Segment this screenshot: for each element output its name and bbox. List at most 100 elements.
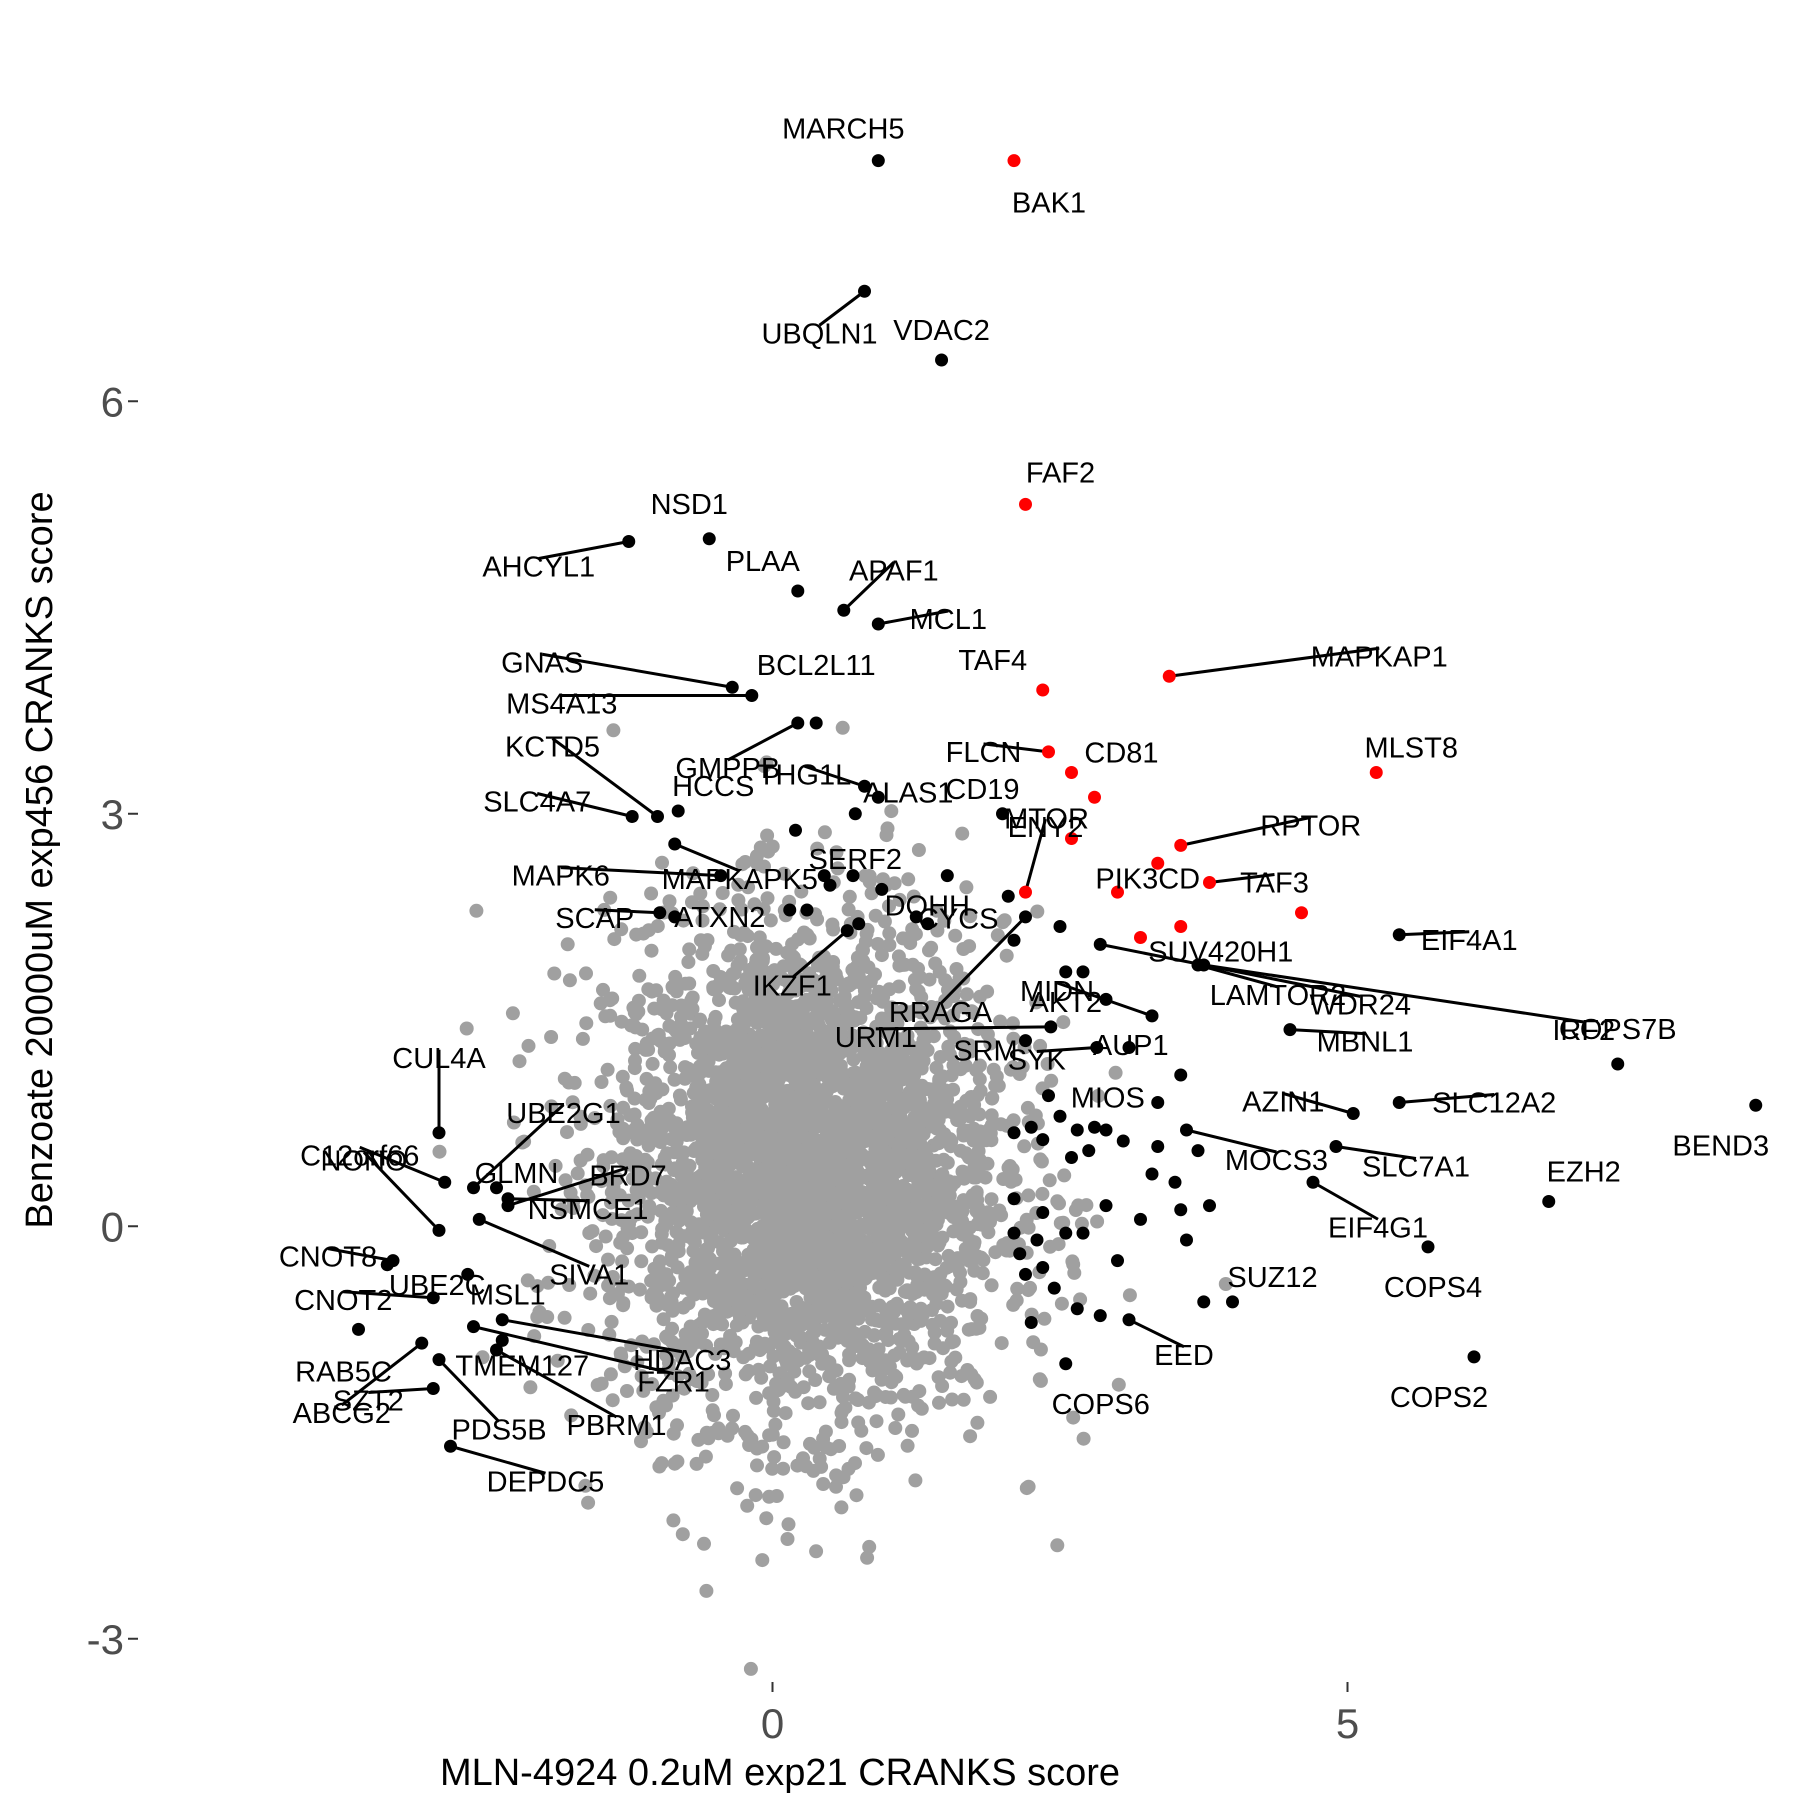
unlabeled-hit-point (1203, 1199, 1216, 1213)
background-point (946, 1008, 961, 1023)
background-point (806, 1320, 821, 1335)
background-point (786, 1356, 801, 1371)
background-point (512, 1054, 527, 1069)
background-point (985, 1091, 999, 1106)
background-point (1021, 1188, 1036, 1203)
background-point (752, 1107, 767, 1122)
background-point (773, 1169, 788, 1184)
background-point (669, 1134, 684, 1149)
background-point (829, 1479, 843, 1494)
background-point (930, 1085, 945, 1100)
background-point (846, 1052, 861, 1067)
gene-label: CNOT8 (279, 1242, 377, 1274)
background-point (959, 880, 974, 895)
background-point (632, 1282, 647, 1297)
background-point (848, 1034, 863, 1049)
gene-point (1093, 937, 1107, 951)
background-point (908, 1265, 923, 1280)
background-point (733, 1285, 748, 1300)
background-point (705, 1388, 720, 1402)
background-point (767, 1450, 782, 1465)
background-point (870, 937, 885, 951)
background-point (796, 1380, 811, 1395)
background-point (965, 1106, 980, 1121)
background-point (865, 1363, 880, 1378)
background-point (816, 1477, 831, 1491)
background-point (614, 922, 629, 937)
background-point (722, 980, 737, 995)
background-point (818, 997, 833, 1012)
leader-line (842, 561, 895, 612)
background-point (860, 1265, 875, 1280)
background-point (958, 1058, 973, 1073)
unlabeled-hit-point (800, 903, 814, 917)
unlabeled-hit-point (875, 882, 889, 896)
leader-line (939, 915, 1027, 1005)
gene-label: WDR24 (1309, 989, 1411, 1021)
background-point (832, 1439, 847, 1453)
background-point (759, 755, 774, 770)
gene-label: SUZ12 (1227, 1262, 1317, 1294)
background-point (803, 1201, 818, 1216)
background-point (862, 1029, 877, 1044)
gene-point (1306, 1175, 1320, 1189)
unlabeled-hit-point (1053, 1109, 1067, 1123)
background-point (749, 1047, 764, 1062)
leader-line (536, 792, 633, 818)
background-point (674, 1016, 689, 1031)
background-point (993, 1014, 1008, 1029)
background-point (908, 1473, 923, 1488)
background-point (573, 1109, 588, 1124)
background-point (970, 1415, 985, 1430)
background-point (931, 1370, 946, 1385)
background-point (741, 1363, 756, 1378)
background-point (849, 1488, 864, 1503)
background-point (749, 1441, 764, 1456)
background-point (699, 1583, 714, 1598)
background-point (585, 1224, 600, 1239)
background-point (882, 1359, 897, 1374)
background-point (700, 933, 715, 948)
background-point (698, 1038, 713, 1053)
background-point (784, 1247, 799, 1262)
background-point (636, 1179, 651, 1194)
background-point (758, 1187, 773, 1202)
background-point (685, 1224, 699, 1239)
leader-line (1312, 1180, 1379, 1221)
background-point (613, 1346, 628, 1361)
background-point (802, 1364, 817, 1379)
background-point (781, 1097, 796, 1112)
background-point (928, 1005, 943, 1020)
gene-label: COPS7B (1559, 1014, 1677, 1046)
background-point (984, 1278, 999, 1293)
leader-line (1399, 930, 1470, 937)
gene-point (671, 804, 685, 818)
background-point (836, 1257, 851, 1272)
background-point (859, 926, 874, 941)
background-point (907, 1110, 922, 1124)
background-point (630, 1207, 645, 1222)
gene-point (1329, 1140, 1343, 1153)
background-point (816, 1309, 831, 1324)
unlabeled-hit-point (1088, 1120, 1101, 1134)
background-point (697, 1536, 711, 1551)
background-point (475, 1350, 490, 1365)
background-point (708, 982, 723, 997)
background-point (818, 1424, 833, 1439)
leader-line (594, 908, 660, 915)
background-point (615, 1069, 630, 1084)
leader-line (727, 721, 799, 762)
gene-label: CYCS (918, 903, 999, 935)
background-point (767, 963, 782, 978)
gene-point (1283, 1023, 1297, 1037)
background-point (835, 720, 850, 735)
background-point (795, 1178, 810, 1193)
background-point (796, 1242, 811, 1257)
background-point (642, 1203, 657, 1218)
unlabeled-hit-point (1082, 1144, 1096, 1158)
unlabeled-hit-point (1007, 933, 1021, 947)
background-point (905, 1287, 920, 1301)
background-point (951, 1113, 966, 1128)
background-point (689, 1456, 704, 1471)
background-point (953, 1143, 968, 1158)
